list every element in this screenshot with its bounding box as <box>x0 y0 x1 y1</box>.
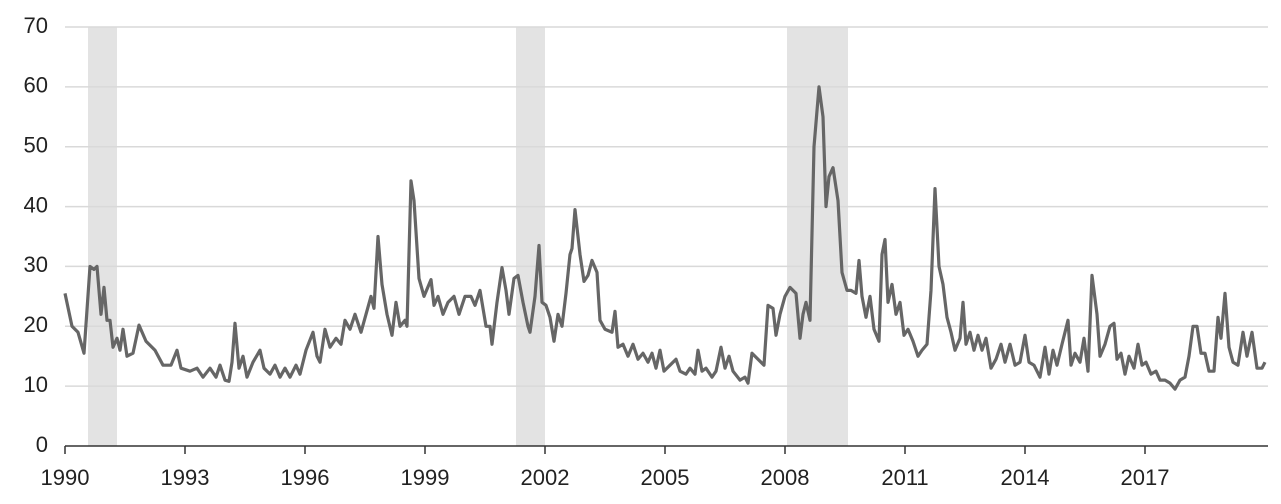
x-tick-label: 2002 <box>521 465 570 490</box>
y-tick-label: 10 <box>24 372 48 397</box>
shaded-period <box>516 27 545 446</box>
x-tick-label: 2011 <box>881 465 928 490</box>
x-tick-label: 1999 <box>401 465 450 490</box>
y-tick-label: 40 <box>24 192 48 217</box>
y-tick-label: 60 <box>24 73 48 98</box>
x-tick-label: 1996 <box>281 465 330 490</box>
x-tick-label: 2005 <box>641 465 690 490</box>
y-tick-label: 50 <box>24 133 48 158</box>
x-tick-label: 1990 <box>41 465 90 490</box>
y-tick-label: 20 <box>24 312 48 337</box>
shaded-period <box>88 27 117 446</box>
x-tick-label: 2008 <box>761 465 810 490</box>
y-tick-label: 70 <box>24 13 48 38</box>
y-tick-label: 0 <box>36 432 48 457</box>
x-tick-label: 2014 <box>1001 465 1050 490</box>
y-tick-label: 30 <box>24 252 48 277</box>
x-tick-label: 2017 <box>1121 465 1170 490</box>
data-line <box>63 85 1267 391</box>
x-tick-label: 1993 <box>161 465 210 490</box>
